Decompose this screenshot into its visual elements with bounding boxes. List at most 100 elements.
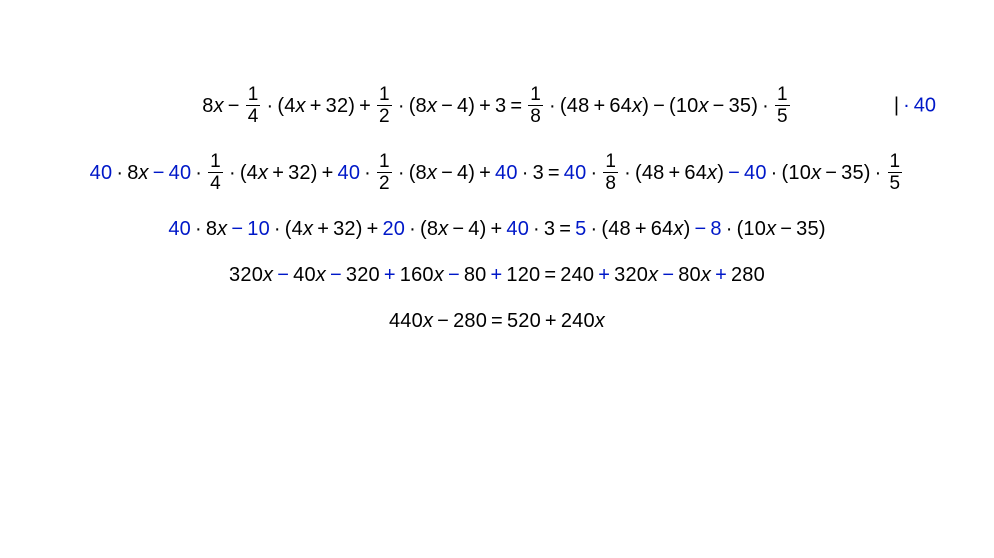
variable: x	[258, 163, 268, 183]
variable: x	[427, 163, 437, 183]
variable: x	[423, 311, 433, 331]
math-worksheet: 8x−14·(4x+32)+12·(8x−4)+3=18·(48+64x)−(1…	[0, 0, 994, 558]
math-text: 32)	[326, 96, 356, 116]
variable: x	[701, 265, 711, 285]
mult-dot: ·	[549, 96, 556, 116]
math-text: 4)	[457, 96, 475, 116]
variable: x	[316, 265, 326, 285]
variable: x	[296, 96, 306, 116]
math-text: )	[642, 96, 649, 116]
math-text: 240	[560, 265, 594, 285]
math-text: 520	[507, 311, 541, 331]
operator: =	[544, 265, 556, 285]
equation-line: 40·8x−40·14·(4x+32)+40·12·(8x−4)+40·3=40…	[90, 152, 905, 193]
math-text: 40	[169, 163, 192, 183]
operator: −	[728, 163, 740, 183]
variable: x	[811, 163, 821, 183]
mult-dot: ·	[726, 219, 733, 239]
operator: =	[559, 219, 571, 239]
operator: +	[490, 219, 502, 239]
variable: x	[139, 163, 149, 183]
math-text: (10	[669, 96, 699, 116]
math-text: 40	[338, 163, 361, 183]
fraction: 15	[775, 85, 790, 126]
math-text: 4)	[457, 163, 475, 183]
operator: −	[330, 265, 342, 285]
mult-dot: ·	[116, 163, 123, 183]
variable: x	[214, 96, 224, 116]
math-text: 8	[202, 96, 213, 116]
transform-annotation: |·40	[894, 94, 936, 117]
math-text: 320	[614, 265, 648, 285]
operator: −	[452, 219, 464, 239]
operator: +	[479, 96, 491, 116]
mult-dot: ·	[364, 163, 371, 183]
variable: x	[434, 265, 444, 285]
math-text: 280	[731, 265, 765, 285]
mult-dot: ·	[903, 94, 910, 117]
math-text: )	[684, 219, 691, 239]
math-text: 64	[684, 163, 707, 183]
math-text: 80	[464, 265, 487, 285]
operator: +	[479, 163, 491, 183]
operator: +	[490, 265, 502, 285]
math-text: 35)	[841, 163, 871, 183]
math-text: 3	[544, 219, 555, 239]
operator: −	[694, 219, 706, 239]
operator: =	[548, 163, 560, 183]
operator: −	[153, 163, 165, 183]
math-text: 40	[564, 163, 587, 183]
variable: x	[632, 96, 642, 116]
math-text: 80	[678, 265, 701, 285]
operator: +	[322, 163, 334, 183]
operator: +	[715, 265, 727, 285]
math-text: 320	[229, 265, 263, 285]
fraction: 18	[528, 85, 543, 126]
fraction: 14	[246, 85, 261, 126]
operator: +	[317, 219, 329, 239]
mult-dot: ·	[522, 163, 529, 183]
math-text: 64	[651, 219, 674, 239]
math-text: (4	[277, 96, 295, 116]
operator: +	[545, 311, 557, 331]
math-text: (8	[420, 219, 438, 239]
math-text: (4	[285, 219, 303, 239]
math-text: (4	[240, 163, 258, 183]
operator: +	[310, 96, 322, 116]
operator: +	[367, 219, 379, 239]
mult-dot: ·	[533, 219, 540, 239]
variable: x	[766, 219, 776, 239]
operator: −	[713, 96, 725, 116]
mult-dot: ·	[762, 96, 769, 116]
math-text: |	[894, 94, 899, 117]
mult-dot: ·	[590, 219, 597, 239]
operator: −	[662, 265, 674, 285]
math-text: 40	[90, 163, 113, 183]
equation-line: 440x−280=520+240x	[389, 311, 605, 331]
math-text: (10	[782, 163, 812, 183]
math-text: 320	[346, 265, 380, 285]
fraction: 18	[603, 152, 618, 193]
variable: x	[673, 219, 683, 239]
equation-lines: 8x−14·(4x+32)+12·(8x−4)+3=18·(48+64x)−(1…	[0, 85, 994, 357]
operator: +	[384, 265, 396, 285]
math-text: (8	[409, 163, 427, 183]
equation-line-with-annotation: 8x−14·(4x+32)+12·(8x−4)+3=18·(48+64x)−(1…	[0, 85, 994, 126]
math-text: 40	[293, 265, 316, 285]
variable: x	[698, 96, 708, 116]
math-text: 160	[400, 265, 434, 285]
math-text: 120	[506, 265, 540, 285]
mult-dot: ·	[195, 163, 202, 183]
math-text: (48	[635, 163, 665, 183]
fraction: 12	[377, 85, 392, 126]
mult-dot: ·	[266, 96, 273, 116]
math-text: )	[717, 163, 724, 183]
mult-dot: ·	[875, 163, 882, 183]
operator: −	[441, 96, 453, 116]
equation-line: 40·8x−10·(4x+32)+20·(8x−4)+40·3=5·(48+64…	[168, 219, 825, 239]
math-text: 40	[744, 163, 767, 183]
math-text: 40	[168, 219, 191, 239]
math-text: 240	[561, 311, 595, 331]
operator: −	[231, 219, 243, 239]
operator: −	[448, 265, 460, 285]
